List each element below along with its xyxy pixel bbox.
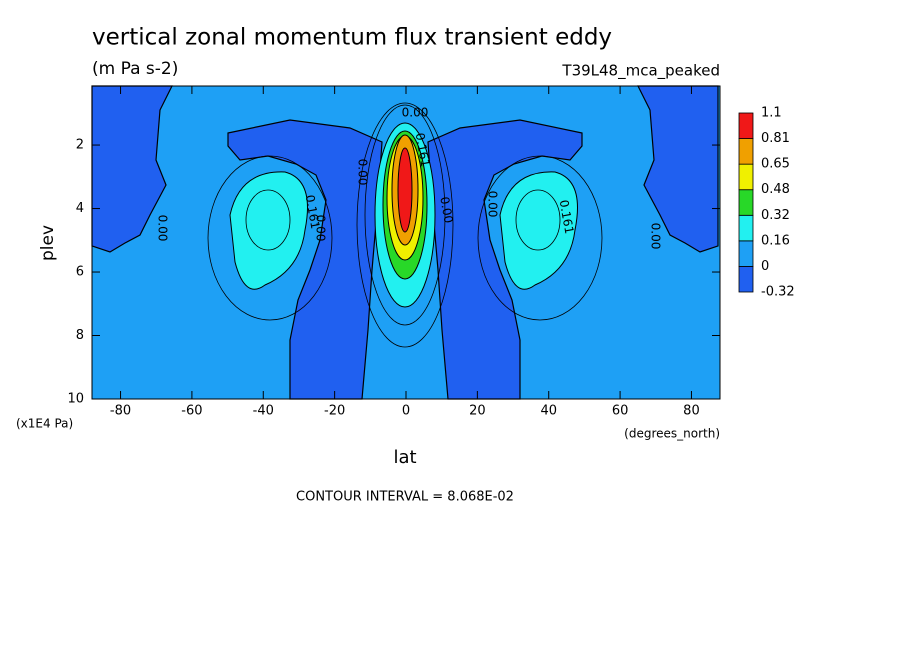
contour-label: 0.00 bbox=[314, 215, 328, 242]
x-tick-label: -60 bbox=[181, 404, 202, 419]
colorbar-box bbox=[738, 214, 754, 242]
contour-line bbox=[245, 189, 291, 251]
contour-line bbox=[364, 104, 446, 326]
y-tick-label: 8 bbox=[76, 328, 84, 343]
x-tick-label: 0 bbox=[402, 404, 410, 419]
colorbar-box bbox=[738, 189, 754, 216]
y-axis-label: plev bbox=[38, 225, 58, 261]
colorbar-label: 0.65 bbox=[761, 157, 790, 172]
contour-label: 0.00 bbox=[402, 106, 429, 120]
x-tick-label: -40 bbox=[253, 404, 274, 419]
dataset-label: T39L48_mca_peaked bbox=[561, 62, 720, 81]
x-tick-label: 40 bbox=[540, 404, 557, 419]
contour-fill bbox=[637, 85, 719, 253]
contour-line bbox=[515, 189, 561, 251]
contour-fill bbox=[91, 85, 173, 253]
colorbar-box bbox=[738, 163, 754, 191]
colorbar-box bbox=[738, 112, 754, 139]
x-tick-label: 80 bbox=[683, 404, 700, 419]
colorbar-label: 0.16 bbox=[761, 233, 790, 248]
contour-fill bbox=[397, 147, 413, 233]
colorbar-box bbox=[738, 266, 754, 293]
y-tick-label: 2 bbox=[76, 138, 84, 153]
x-axis-label: lat bbox=[393, 447, 416, 468]
contour-label: 0.00 bbox=[437, 196, 455, 225]
chart-title: vertical zonal momentum flux transient e… bbox=[92, 25, 612, 51]
contour-fill bbox=[427, 119, 583, 400]
colorbar-label: 0.48 bbox=[761, 182, 790, 197]
colorbar-label: -0.32 bbox=[761, 285, 795, 300]
y-tick-label: 6 bbox=[76, 265, 84, 280]
colorbar-label: 0.81 bbox=[761, 131, 790, 146]
x-tick-label: -20 bbox=[324, 404, 345, 419]
contour-fill bbox=[229, 171, 308, 290]
contour-label: 0.00 bbox=[356, 159, 370, 186]
y-tick-label: 10 bbox=[67, 392, 84, 407]
y-axis-units: (x1E4 Pa) bbox=[16, 417, 73, 431]
chart-subtitle: (m Pa s-2) bbox=[92, 59, 178, 79]
contour-label: 0.161 bbox=[303, 194, 323, 230]
contour-line bbox=[207, 155, 333, 321]
x-axis-units: (degrees_north) bbox=[624, 427, 720, 441]
contour-line bbox=[356, 102, 454, 348]
colorbar-box bbox=[738, 240, 754, 267]
contour-line bbox=[477, 155, 603, 321]
colorbar-box bbox=[738, 138, 754, 165]
contour-label: 0.00 bbox=[486, 191, 500, 218]
contour-label: 0.161 bbox=[557, 199, 577, 235]
footer: CONTOUR INTERVAL = 8.068E-02 bbox=[296, 490, 514, 505]
contour-fill bbox=[499, 171, 578, 290]
contour-label: 0.00 bbox=[649, 223, 663, 250]
colorbar-label: 0.32 bbox=[761, 208, 790, 223]
contour-label: 0.161 bbox=[413, 132, 433, 168]
colorbar-label: 1.1 bbox=[761, 106, 782, 121]
contour-label: 0.00 bbox=[156, 215, 170, 242]
colorbar-label: 0 bbox=[761, 259, 769, 274]
contour-fill bbox=[227, 119, 383, 400]
x-tick-label: -80 bbox=[110, 404, 131, 419]
x-tick-label: 20 bbox=[469, 404, 486, 419]
y-tick-label: 4 bbox=[76, 201, 84, 216]
x-tick-label: 60 bbox=[612, 404, 629, 419]
